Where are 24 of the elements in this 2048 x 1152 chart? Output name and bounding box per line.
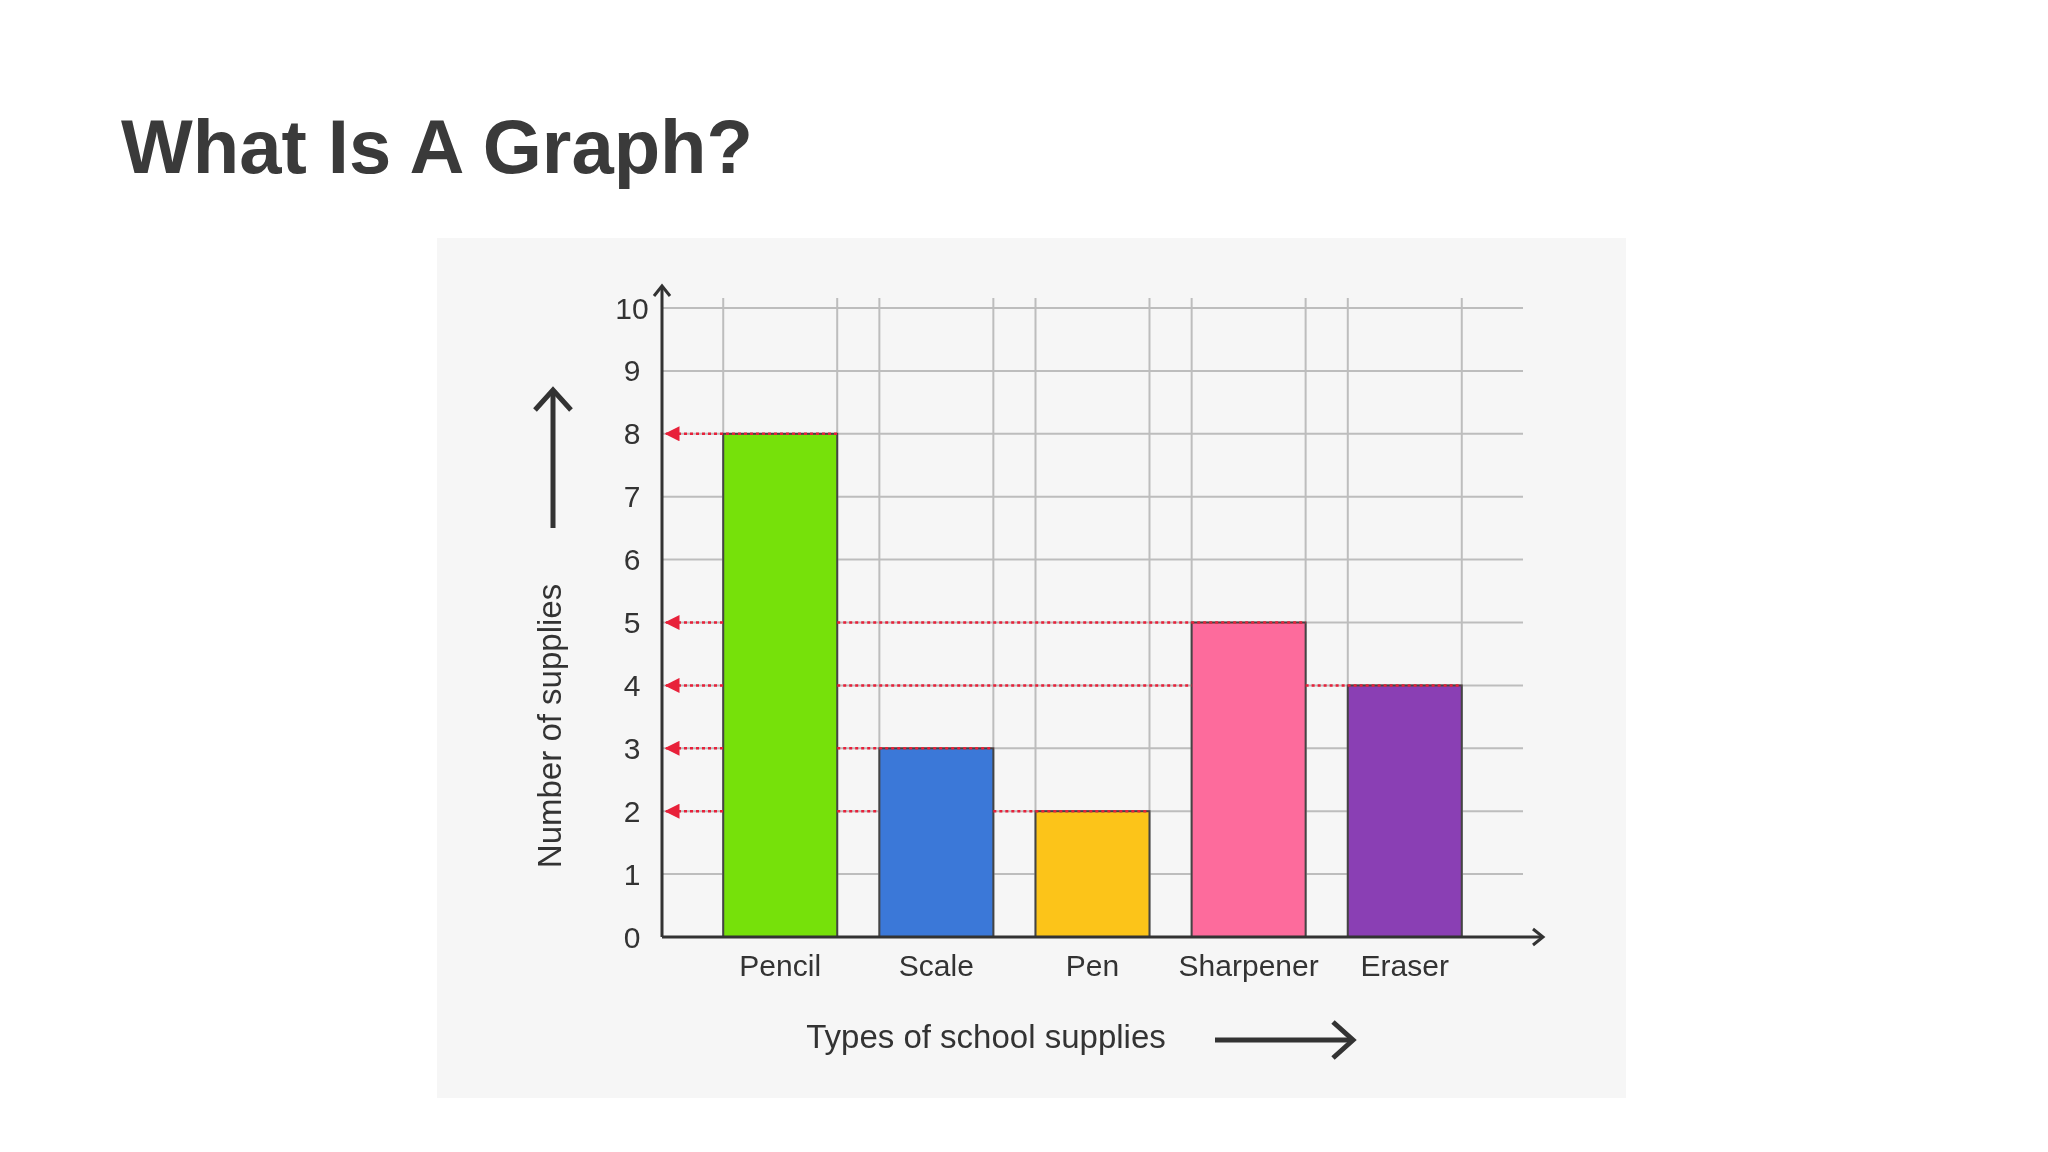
y-tick-label: 6 <box>623 543 641 577</box>
y-tick-label: 2 <box>623 794 641 828</box>
x-tick-label: Pencil <box>739 948 822 982</box>
chart-title: What Is A Graph? <box>121 104 753 189</box>
y-tick-label: 9 <box>623 354 641 388</box>
bar <box>722 432 839 938</box>
x-axis-title: Types of school supplies <box>806 1017 1166 1055</box>
y-tick-label: 10 <box>615 291 649 325</box>
bar <box>1190 621 1307 938</box>
bar <box>1346 684 1463 938</box>
y-tick-label: 5 <box>623 606 641 639</box>
y-tick-label: 8 <box>623 417 641 451</box>
y-tick-label: 7 <box>623 480 641 514</box>
y-tick-label: 4 <box>623 668 641 702</box>
x-tick-label: Pen <box>1065 948 1120 982</box>
x-tick-label: Scale <box>898 948 974 982</box>
bar <box>1034 810 1151 938</box>
bar <box>878 747 995 938</box>
x-tick-label: Sharpener <box>1178 948 1319 982</box>
y-tick-label: 3 <box>623 731 641 765</box>
y-tick-label: 1 <box>623 857 641 891</box>
y-axis-title: Number of supplies <box>530 583 568 869</box>
y-tick-label: 0 <box>623 920 641 954</box>
x-tick-label: Eraser <box>1360 948 1449 982</box>
